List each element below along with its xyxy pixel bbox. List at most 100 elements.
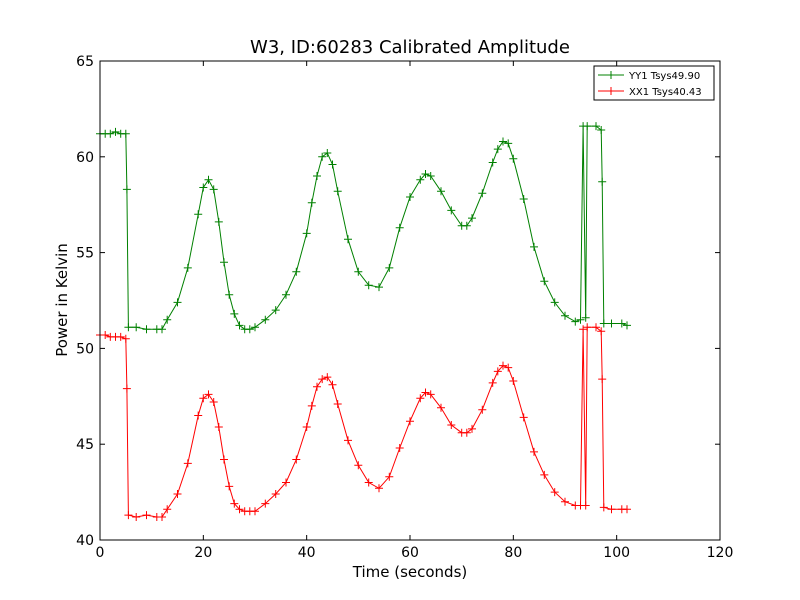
data-point-marker bbox=[488, 378, 497, 387]
data-point-marker bbox=[183, 459, 192, 468]
data-point-marker bbox=[111, 127, 120, 136]
data-point-marker bbox=[421, 170, 430, 178]
data-point-marker bbox=[597, 327, 606, 336]
data-point-marker bbox=[530, 447, 538, 456]
data-point-marker bbox=[447, 206, 456, 215]
data-point-marker bbox=[124, 511, 133, 520]
data-point-marker bbox=[519, 195, 528, 203]
data-point-marker bbox=[122, 185, 131, 194]
data-point-marker bbox=[323, 149, 332, 157]
data-point-marker bbox=[116, 332, 125, 341]
data-point-marker bbox=[209, 398, 218, 406]
x-tick-label: 40 bbox=[298, 545, 316, 561]
data-point-marker bbox=[214, 217, 223, 226]
x-tick-label: 100 bbox=[603, 545, 630, 561]
data-point-marker bbox=[592, 323, 600, 332]
data-point-marker bbox=[344, 436, 352, 445]
data-point-marker bbox=[571, 317, 580, 326]
data-point-marker bbox=[462, 428, 471, 437]
data-point-marker bbox=[623, 505, 631, 514]
data-point-marker bbox=[245, 325, 254, 334]
data-point-marker bbox=[519, 413, 528, 422]
data-point-marker bbox=[328, 380, 337, 389]
legend: YY1 Tsys49.90 XX1 Tsys40.43 bbox=[593, 65, 715, 101]
data-point-marker bbox=[261, 499, 270, 508]
data-point-marker bbox=[220, 258, 228, 267]
chart-title: W3, ID:60283 Calibrated Amplitude bbox=[250, 37, 570, 58]
data-point-marker bbox=[204, 390, 213, 399]
data-point-marker bbox=[550, 298, 559, 307]
plot-frame bbox=[99, 60, 721, 541]
data-point-marker bbox=[251, 507, 259, 516]
x-tick-label: 0 bbox=[96, 545, 105, 561]
data-point-marker bbox=[447, 421, 456, 429]
data-point-marker bbox=[354, 267, 363, 276]
data-point-marker bbox=[173, 490, 182, 498]
legend-label: XX1 Tsys40.43 bbox=[629, 87, 702, 98]
data-point-marker bbox=[607, 319, 616, 328]
data-point-marker bbox=[194, 411, 203, 420]
y-axis-label: Power in Kelvin bbox=[53, 243, 71, 357]
data-point-marker bbox=[406, 193, 414, 201]
y-tick-label: 55 bbox=[76, 246, 94, 262]
data-point-marker bbox=[199, 394, 208, 403]
data-point-marker bbox=[509, 377, 518, 385]
data-point-marker bbox=[333, 400, 342, 408]
data-point-marker bbox=[597, 126, 606, 134]
data-point-marker bbox=[344, 235, 352, 244]
data-point-marker bbox=[375, 484, 383, 493]
axes-layer: 0 20 40 60 80 100 120 40 45 50 55 60 65 bbox=[76, 54, 733, 561]
data-point-marker bbox=[302, 423, 311, 431]
data-point-marker bbox=[478, 405, 487, 414]
data-point-marker bbox=[540, 277, 549, 286]
data-point-marker bbox=[158, 513, 166, 521]
data-point-marker bbox=[599, 503, 608, 512]
data-point-marker bbox=[421, 388, 430, 397]
data-point-marker bbox=[478, 189, 487, 198]
data-point-marker bbox=[426, 172, 435, 180]
data-point-marker bbox=[251, 323, 259, 332]
data-point-marker bbox=[462, 221, 471, 230]
data-point-marker bbox=[416, 175, 425, 184]
data-point-marker bbox=[598, 375, 607, 384]
data-point-marker bbox=[617, 319, 626, 328]
data-point-marker bbox=[230, 499, 239, 508]
data-point-marker bbox=[271, 306, 280, 315]
x-tick-label: 80 bbox=[504, 545, 522, 561]
y-tick-label: 65 bbox=[76, 54, 94, 70]
data-point-marker bbox=[121, 334, 130, 343]
data-point-marker bbox=[235, 505, 244, 514]
data-point-marker bbox=[214, 423, 223, 431]
data-point-marker bbox=[499, 137, 507, 146]
data-point-marker bbox=[194, 210, 203, 219]
data-point-marker bbox=[437, 403, 445, 412]
data-point-marker bbox=[158, 325, 166, 334]
data-point-marker bbox=[209, 185, 218, 194]
data-point-marker bbox=[437, 187, 445, 196]
data-point-marker bbox=[550, 488, 559, 497]
data-point-marker bbox=[504, 139, 513, 148]
data-point-marker bbox=[292, 455, 301, 464]
data-point-marker bbox=[328, 160, 337, 169]
y-tick-label: 45 bbox=[76, 437, 94, 453]
data-point-marker bbox=[509, 154, 518, 163]
data-point-marker bbox=[307, 198, 316, 207]
data-point-marker bbox=[333, 187, 342, 196]
data-point-marker bbox=[385, 472, 394, 481]
data-point-marker bbox=[225, 290, 234, 299]
data-point-marker bbox=[561, 311, 569, 320]
data-point-marker bbox=[313, 382, 321, 391]
data-point-marker bbox=[282, 478, 290, 487]
data-point-marker bbox=[121, 129, 130, 138]
data-point-marker bbox=[132, 323, 141, 332]
legend-marker bbox=[607, 71, 615, 79]
legend-box bbox=[593, 65, 715, 101]
data-point-marker bbox=[385, 263, 394, 272]
data-point-marker bbox=[581, 313, 590, 322]
data-point-marker bbox=[592, 122, 600, 131]
legend-label: YY1 Tsys49.90 bbox=[628, 71, 700, 82]
x-tick-label: 60 bbox=[401, 545, 419, 561]
data-point-marker bbox=[395, 444, 404, 452]
